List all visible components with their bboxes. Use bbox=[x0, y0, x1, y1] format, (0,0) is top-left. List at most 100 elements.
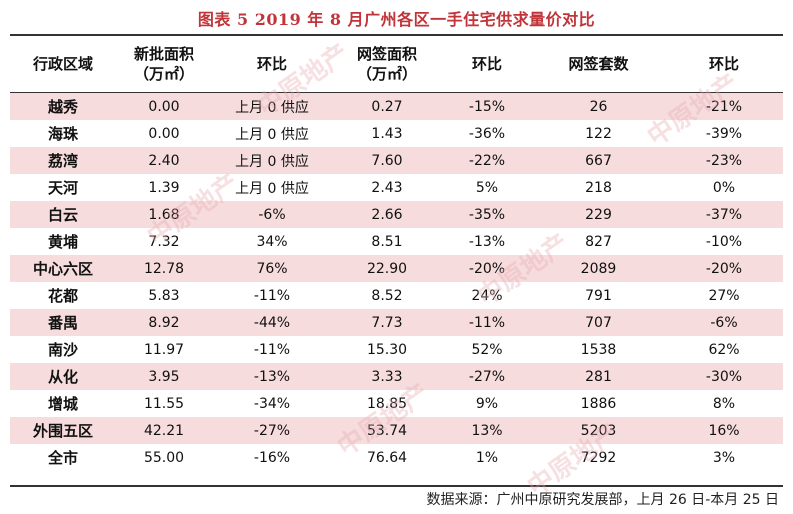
table-body: 越秀 0.00 上月 0 供应 0.27 -15% 26 -21% 海珠 0.00 上月 0 供应… bbox=[10, 92, 783, 471]
cell-district: 荔湾 bbox=[10, 147, 116, 174]
cell-new-area: 11.55 bbox=[116, 390, 212, 417]
table-row: 番禺 8.92 -44% 7.73 -11% 707 -6% bbox=[10, 309, 783, 336]
table-row: 从化 3.95 -13% 3.33 -27% 281 -30% bbox=[10, 363, 783, 390]
table-row: 中心六区 12.78 76% 22.90 -20% 2089 -20% bbox=[10, 255, 783, 282]
table-row: 外围五区 42.21 -27% 53.74 13% 5203 16% bbox=[10, 417, 783, 444]
cell-units: 707 bbox=[532, 309, 665, 336]
cell-new-change: 34% bbox=[212, 228, 332, 255]
cell-new-change: -27% bbox=[212, 417, 332, 444]
table-row: 南沙 11.97 -11% 15.30 52% 1538 62% bbox=[10, 336, 783, 363]
cell-district: 黄埔 bbox=[10, 228, 116, 255]
cell-units-change: -23% bbox=[665, 147, 783, 174]
table-row: 增城 11.55 -34% 18.85 9% 1886 8% bbox=[10, 390, 783, 417]
cell-new-change: -16% bbox=[212, 444, 332, 471]
col-header-units-change: 环比 bbox=[665, 36, 783, 93]
cell-new-change: -6% bbox=[212, 201, 332, 228]
cell-signed-area: 3.33 bbox=[332, 363, 442, 390]
cell-new-change: 上月 0 供应 bbox=[212, 92, 332, 120]
cell-signed-area: 8.51 bbox=[332, 228, 442, 255]
cell-district: 白云 bbox=[10, 201, 116, 228]
supply-demand-table: 行政区域 新批面积 （万㎡） 环比 网签面积 （万㎡） 环比 网签套数 环比 越秀 0… bbox=[10, 36, 783, 471]
cell-new-change: 76% bbox=[212, 255, 332, 282]
cell-units-change: 62% bbox=[665, 336, 783, 363]
cell-district: 全市 bbox=[10, 444, 116, 471]
cell-units-change: -39% bbox=[665, 120, 783, 147]
cell-signed-area: 1.43 bbox=[332, 120, 442, 147]
cell-new-change: -34% bbox=[212, 390, 332, 417]
cell-units-change: 27% bbox=[665, 282, 783, 309]
cell-signed-change: 52% bbox=[442, 336, 532, 363]
cell-units-change: -10% bbox=[665, 228, 783, 255]
cell-units-change: 3% bbox=[665, 444, 783, 471]
cell-units-change: 16% bbox=[665, 417, 783, 444]
cell-new-change: -44% bbox=[212, 309, 332, 336]
cell-units: 229 bbox=[532, 201, 665, 228]
table-row: 荔湾 2.40 上月 0 供应 7.60 -22% 667 -23% bbox=[10, 147, 783, 174]
cell-new-change: -13% bbox=[212, 363, 332, 390]
cell-district: 增城 bbox=[10, 390, 116, 417]
cell-new-area: 0.00 bbox=[116, 92, 212, 120]
cell-signed-area: 2.66 bbox=[332, 201, 442, 228]
cell-district: 天河 bbox=[10, 174, 116, 201]
table-header-row: 行政区域 新批面积 （万㎡） 环比 网签面积 （万㎡） 环比 网签套数 环比 bbox=[10, 36, 783, 93]
table-row: 花都 5.83 -11% 8.52 24% 791 27% bbox=[10, 282, 783, 309]
cell-units: 5203 bbox=[532, 417, 665, 444]
table-row: 全市 55.00 -16% 76.64 1% 7292 3% bbox=[10, 444, 783, 471]
table-row: 海珠 0.00 上月 0 供应 1.43 -36% 122 -39% bbox=[10, 120, 783, 147]
cell-units: 791 bbox=[532, 282, 665, 309]
bottom-rule bbox=[10, 485, 783, 487]
table-title: 图表 5 2019 年 8 月广州各区一手住宅供求量价对比 bbox=[197, 10, 596, 29]
cell-signed-area: 22.90 bbox=[332, 255, 442, 282]
cell-district: 海珠 bbox=[10, 120, 116, 147]
cell-units: 2089 bbox=[532, 255, 665, 282]
cell-new-area: 11.97 bbox=[116, 336, 212, 363]
cell-signed-area: 15.30 bbox=[332, 336, 442, 363]
col-header-new-area: 新批面积 （万㎡） bbox=[116, 36, 212, 93]
cell-units: 26 bbox=[532, 92, 665, 120]
cell-units-change: -21% bbox=[665, 92, 783, 120]
cell-new-change: 上月 0 供应 bbox=[212, 174, 332, 201]
cell-district: 南沙 bbox=[10, 336, 116, 363]
cell-new-area: 12.78 bbox=[116, 255, 212, 282]
cell-district: 外围五区 bbox=[10, 417, 116, 444]
cell-signed-change: -20% bbox=[442, 255, 532, 282]
cell-signed-area: 76.64 bbox=[332, 444, 442, 471]
cell-signed-change: -27% bbox=[442, 363, 532, 390]
cell-signed-area: 8.52 bbox=[332, 282, 442, 309]
cell-units: 122 bbox=[532, 120, 665, 147]
cell-units: 281 bbox=[532, 363, 665, 390]
cell-district: 越秀 bbox=[10, 92, 116, 120]
cell-signed-area: 18.85 bbox=[332, 390, 442, 417]
cell-signed-change: 9% bbox=[442, 390, 532, 417]
cell-new-area: 0.00 bbox=[116, 120, 212, 147]
cell-units-change: -30% bbox=[665, 363, 783, 390]
cell-district: 从化 bbox=[10, 363, 116, 390]
cell-signed-change: -36% bbox=[442, 120, 532, 147]
cell-signed-change: -13% bbox=[442, 228, 532, 255]
cell-units: 827 bbox=[532, 228, 665, 255]
col-header-signed-units: 网签套数 bbox=[532, 36, 665, 93]
cell-units: 7292 bbox=[532, 444, 665, 471]
cell-units-change: -20% bbox=[665, 255, 783, 282]
table-row: 白云 1.68 -6% 2.66 -35% 229 -37% bbox=[10, 201, 783, 228]
cell-units: 218 bbox=[532, 174, 665, 201]
cell-district: 番禺 bbox=[10, 309, 116, 336]
cell-units: 667 bbox=[532, 147, 665, 174]
cell-new-area: 42.21 bbox=[116, 417, 212, 444]
cell-units-change: 8% bbox=[665, 390, 783, 417]
cell-signed-area: 7.73 bbox=[332, 309, 442, 336]
cell-new-area: 1.39 bbox=[116, 174, 212, 201]
cell-signed-change: -22% bbox=[442, 147, 532, 174]
cell-new-area: 2.40 bbox=[116, 147, 212, 174]
top-rule bbox=[10, 34, 783, 36]
cell-new-change: -11% bbox=[212, 282, 332, 309]
cell-signed-change: 24% bbox=[442, 282, 532, 309]
cell-new-area: 7.32 bbox=[116, 228, 212, 255]
table-row: 越秀 0.00 上月 0 供应 0.27 -15% 26 -21% bbox=[10, 92, 783, 120]
table-row: 黄埔 7.32 34% 8.51 -13% 827 -10% bbox=[10, 228, 783, 255]
table-row: 天河 1.39 上月 0 供应 2.43 5% 218 0% bbox=[10, 174, 783, 201]
cell-signed-change: -35% bbox=[442, 201, 532, 228]
cell-signed-change: -11% bbox=[442, 309, 532, 336]
col-header-signed-change: 环比 bbox=[442, 36, 532, 93]
